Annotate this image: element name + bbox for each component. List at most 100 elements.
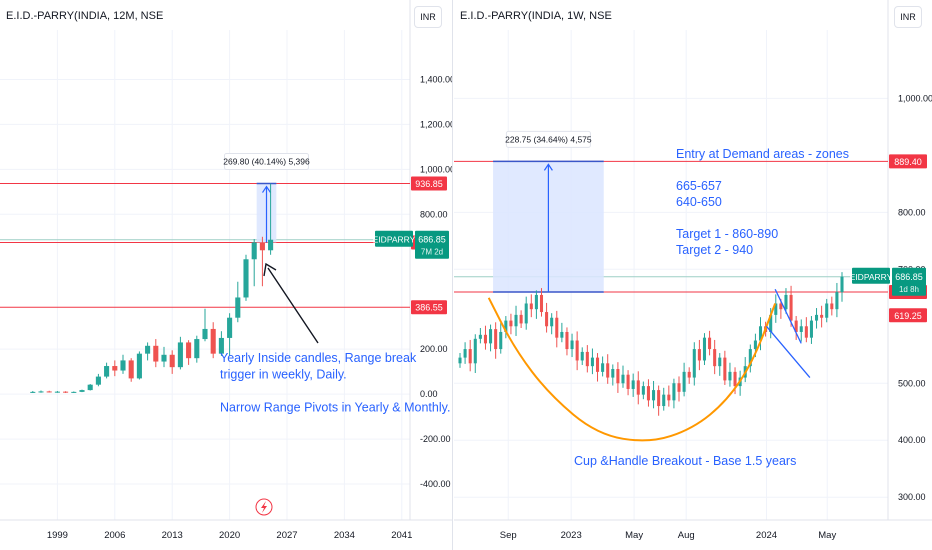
candle-body	[733, 371, 737, 387]
chart-panel-weekly[interactable]: E.I.D.-PARRY(INDIA, 1W, NSE INR Sep 2023 M…	[454, 0, 932, 550]
annotation-text: Narrow Range Pivots in Yearly & Monthly.	[220, 401, 450, 415]
candle-body	[473, 338, 477, 364]
candle-body	[550, 317, 554, 327]
candle-body	[555, 317, 559, 338]
measure-arrow-head	[262, 185, 271, 193]
candle-body	[524, 303, 528, 324]
ticker-price: 686.85	[418, 235, 446, 245]
candle-body	[641, 386, 645, 395]
candle-body	[830, 303, 834, 310]
candle-body	[509, 320, 513, 327]
candle-body	[235, 297, 241, 318]
price-tag-bg	[411, 300, 447, 315]
measure-label: 269.80 (40.14%) 5,396	[223, 157, 310, 167]
candle-body	[809, 320, 813, 338]
candle-body	[54, 391, 60, 393]
y-tick-label: 300.00	[898, 492, 926, 502]
ticker-name-bg	[375, 230, 413, 247]
candle-body	[95, 376, 101, 385]
candle-body	[120, 360, 126, 371]
ticker-name: EIDPARRY	[373, 235, 416, 245]
candle-body	[478, 334, 482, 339]
candle-body	[259, 242, 265, 251]
candle-body	[692, 349, 696, 378]
chart-title: E.I.D.-PARRY(INDIA, 12M, NSE	[6, 10, 164, 22]
candle-body	[774, 303, 778, 315]
candle-body	[514, 314, 518, 327]
candle-body	[539, 294, 544, 313]
measure-label: 228.75 (34.64%) 4,575	[505, 134, 592, 144]
handle-upper-line	[774, 288, 802, 344]
price-tag: 889.40	[894, 157, 922, 167]
candle-body	[820, 314, 824, 318]
candle-body	[840, 276, 844, 293]
pointer-arrow-head	[263, 262, 277, 277]
annotation-text: Yearly Inside candles, Range break	[220, 351, 417, 365]
candle-body	[46, 391, 52, 393]
candle-body	[718, 357, 722, 367]
ticker-price-bg	[892, 267, 926, 296]
candle-body	[687, 371, 691, 378]
candle-body	[682, 371, 686, 392]
candle-body	[621, 374, 625, 384]
price-tag-bg	[889, 154, 927, 169]
candle-body	[672, 383, 676, 401]
candle-body	[63, 391, 69, 393]
candle-body	[186, 342, 192, 359]
candle-body	[210, 328, 216, 354]
measure-label-bg	[224, 153, 309, 171]
x-tick-label: 1999	[47, 530, 68, 541]
annotation-text: trigger in weekly, Daily.	[220, 368, 347, 382]
candle-body	[483, 334, 487, 344]
x-tick-label: 2006	[104, 530, 125, 541]
candle-body	[585, 351, 589, 367]
candle-body	[218, 337, 224, 354]
ticker-countdown: 1d 8h	[899, 285, 919, 294]
candle-body	[529, 303, 533, 310]
candle-body	[723, 357, 727, 381]
annotation-text: Entry at Demand areas - zones	[676, 147, 849, 161]
candle-body	[601, 363, 605, 372]
candle-body	[652, 390, 656, 401]
x-tick-label: 2024	[756, 530, 777, 541]
y-tick-label: -200.00	[420, 434, 451, 444]
candle-body	[825, 303, 829, 318]
candle-body	[769, 314, 773, 332]
y-tick-label: 500.00	[898, 378, 926, 388]
candle-body	[227, 317, 233, 338]
ticker-countdown: 7M 2d	[421, 248, 443, 257]
candle-body	[667, 394, 671, 401]
annotation-text: Target 1 - 860-890	[676, 227, 778, 241]
y-tick-label: 800.00	[420, 209, 448, 219]
candle-body	[458, 357, 462, 364]
candle-body	[71, 391, 77, 393]
ticker-price-bg	[415, 230, 449, 259]
candle-body	[202, 328, 208, 340]
ticker-price: 686.85	[895, 272, 923, 282]
x-tick-label: 2013	[162, 530, 183, 541]
price-tag-bg	[411, 176, 447, 191]
ticker-name: EIDPARRY	[850, 272, 893, 282]
candle-body	[153, 345, 159, 362]
x-tick-label: 2027	[276, 530, 297, 541]
currency-button[interactable]: INR	[414, 6, 442, 28]
cup-curve	[487, 297, 777, 442]
yearly-chart-svg: 1,400.00 1,200.00 1,000.00 800.00 200.00 0.00…	[0, 0, 452, 541]
candle-body	[753, 340, 757, 350]
y-tick-label: 1,000.00	[420, 164, 452, 174]
candle-body	[657, 390, 661, 407]
chart-panel-yearly[interactable]: E.I.D.-PARRY(INDIA, 12M, NSE INR 1,400.0…	[0, 0, 453, 550]
candle-body	[128, 360, 134, 379]
candle-body	[268, 239, 274, 251]
candle-body	[468, 349, 472, 364]
candle-body	[804, 326, 808, 338]
candle-body	[784, 294, 788, 310]
y-tick-label: 200.00	[420, 344, 448, 354]
bottom-annotation: Cup &Handle Breakout - Base 1.5 years	[574, 454, 796, 468]
weekly-chart-svg: Sep2023MayAug2024May1,000.00800.00700.00…	[454, 0, 932, 541]
candle-body	[30, 391, 36, 393]
annotation-text: 640-650	[676, 195, 722, 209]
candle-body	[504, 320, 508, 332]
candle-body	[815, 314, 819, 321]
currency-button[interactable]: INR	[894, 6, 922, 28]
